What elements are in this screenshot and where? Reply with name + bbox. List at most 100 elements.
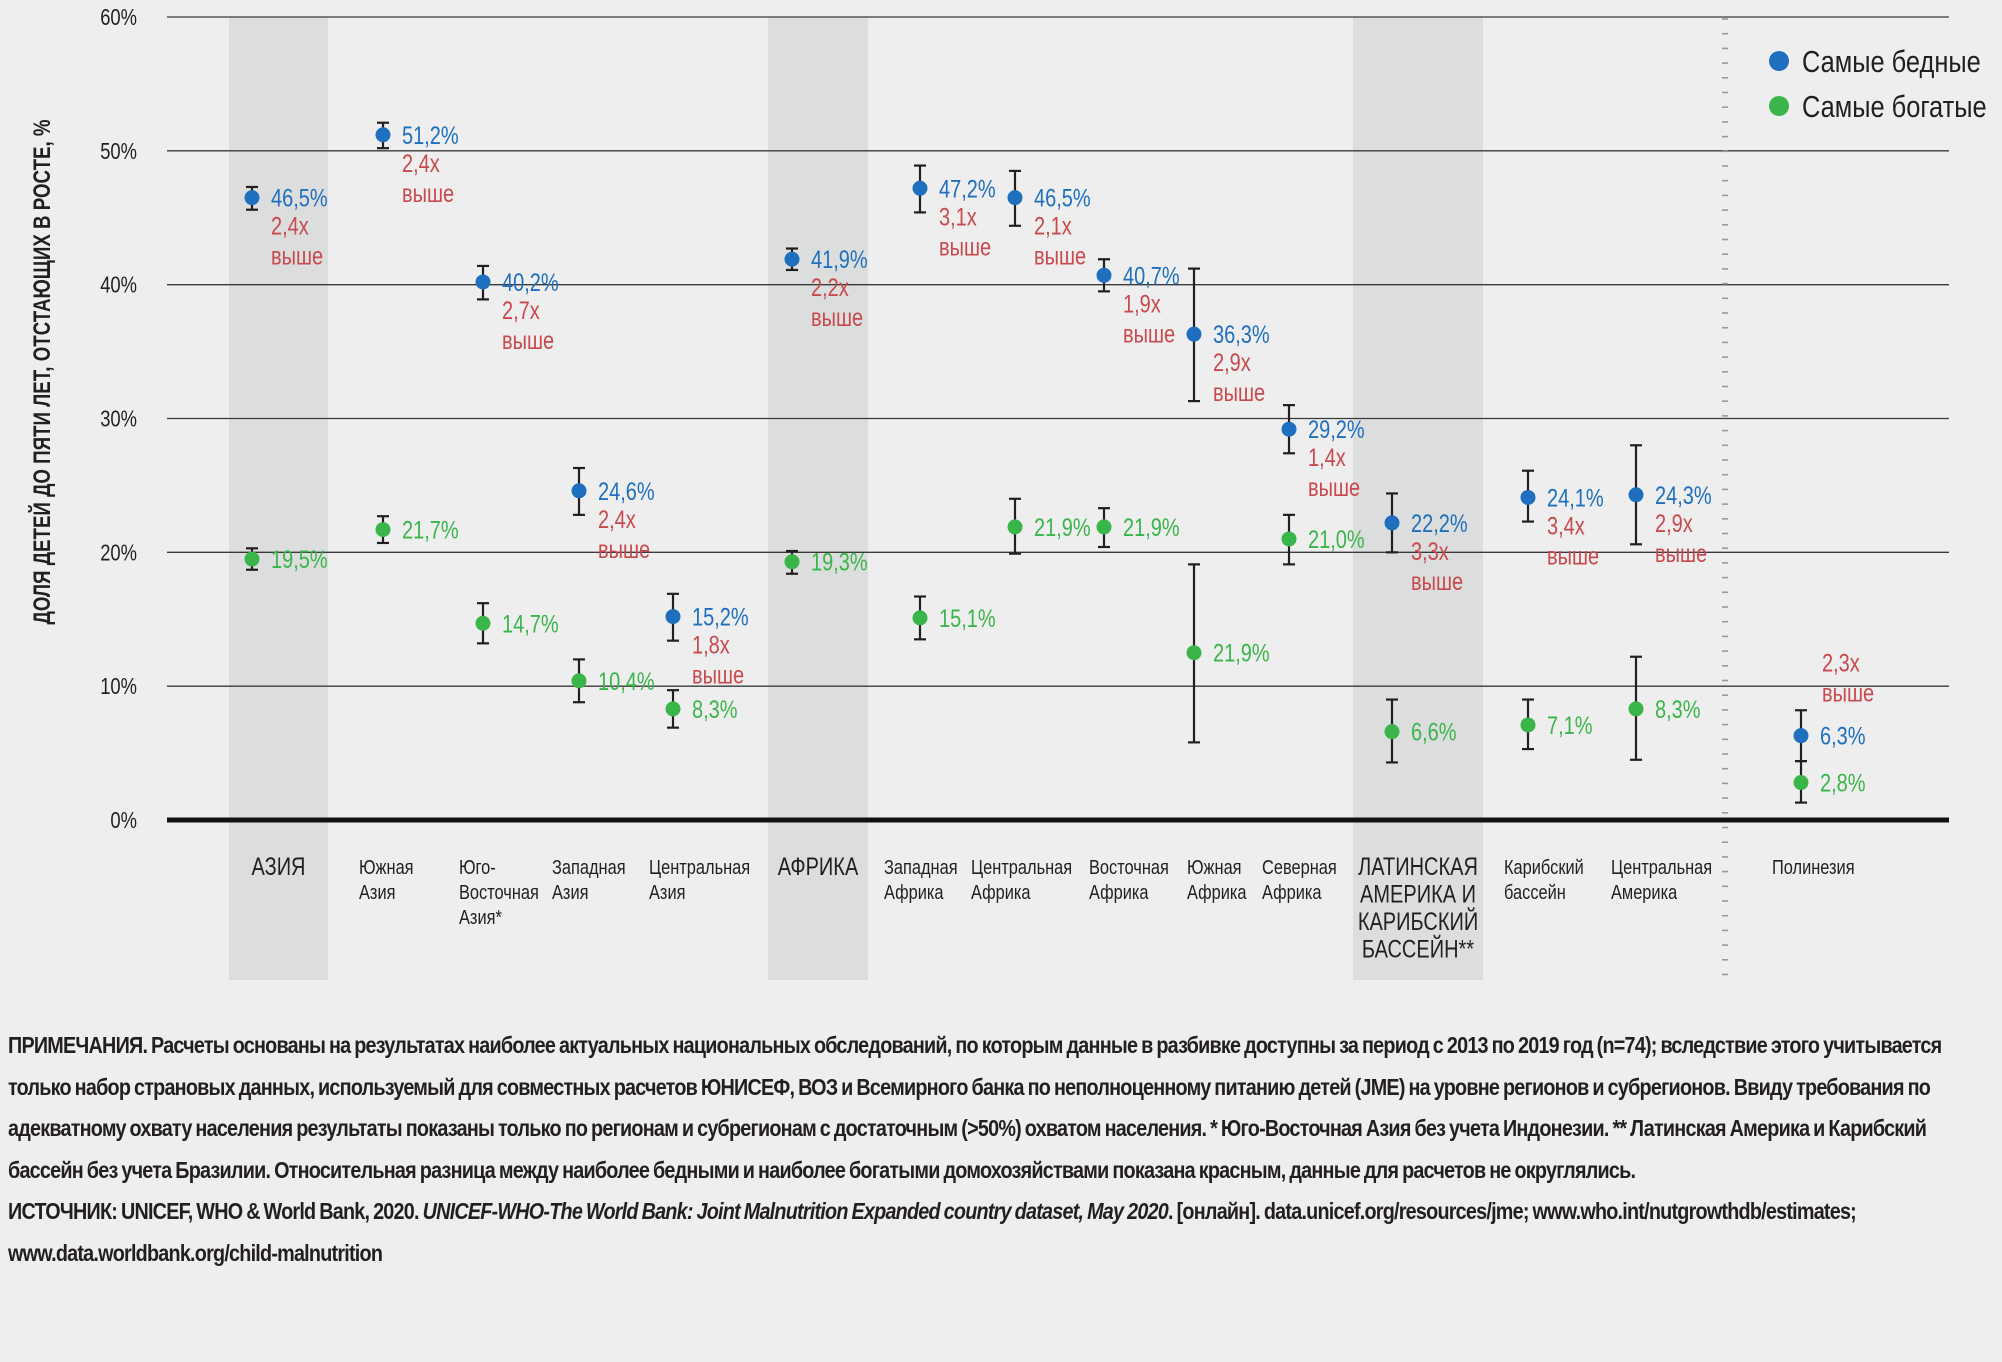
richest-point bbox=[571, 673, 587, 689]
ratio-suffix: выше bbox=[271, 243, 323, 271]
subregion-label: Восточная bbox=[459, 880, 539, 903]
subregion-label: Центральная bbox=[649, 855, 750, 878]
data-marks: 46,5%19,5%2,4xвыше51,2%21,7%2,4xвыше40,2… bbox=[244, 121, 1874, 804]
richest-value-label: 21,0% bbox=[1308, 526, 1365, 554]
ratio-suffix: выше bbox=[1547, 542, 1599, 570]
ratio-suffix: выше bbox=[598, 536, 650, 564]
ratio-suffix: выше bbox=[692, 661, 744, 689]
ratio-suffix: выше bbox=[402, 180, 454, 208]
subregion-label: Африка bbox=[884, 880, 944, 903]
richest-point bbox=[784, 554, 800, 570]
poorest-point bbox=[1096, 267, 1112, 283]
poorest-value-label: 6,3% bbox=[1820, 723, 1866, 751]
richest-point bbox=[1281, 531, 1297, 547]
richest-point bbox=[1628, 701, 1644, 717]
region-label: ЛАТИНСКАЯ bbox=[1358, 853, 1478, 881]
y-tick-label: 30% bbox=[100, 407, 137, 432]
region-label: КАРИБСКИЙ bbox=[1358, 908, 1478, 936]
subregion-label: Азия* bbox=[459, 905, 502, 928]
subregion-label: Африка bbox=[1187, 880, 1247, 903]
subregion-label: Центральная bbox=[1611, 855, 1712, 878]
poorest-point bbox=[1281, 421, 1297, 437]
ratio-label: 2,4x bbox=[271, 213, 309, 241]
y-tick-label: 60% bbox=[100, 5, 137, 30]
polynesia-separator bbox=[1722, 18, 1728, 976]
richest-value-label: 10,4% bbox=[598, 668, 655, 696]
notes: ПРИМЕЧАНИЯ. Расчеты основаны на результа… bbox=[8, 1025, 1995, 1274]
poorest-value-label: 40,2% bbox=[502, 269, 559, 297]
ratio-label: 2,1x bbox=[1034, 213, 1072, 241]
poorest-value-label: 36,3% bbox=[1213, 321, 1270, 349]
subregion-label: Центральная bbox=[971, 855, 1072, 878]
ratio-suffix: выше bbox=[502, 327, 554, 355]
richest-point bbox=[1520, 717, 1536, 733]
ratio-suffix: выше bbox=[1655, 540, 1707, 568]
richest-value-label: 8,3% bbox=[1655, 696, 1701, 724]
richest-value-label: 14,7% bbox=[502, 610, 559, 638]
poorest-point bbox=[244, 190, 260, 206]
ratio-suffix: выше bbox=[1213, 379, 1265, 407]
ratio-suffix: выше bbox=[939, 233, 991, 261]
richest-value-label: 21,7% bbox=[402, 516, 459, 544]
legend: Самые бедные Самые богатые bbox=[1769, 45, 1987, 125]
subregion-label: бассейн bbox=[1504, 880, 1566, 903]
ratio-label: 1,4x bbox=[1308, 444, 1346, 472]
richest-value-label: 19,5% bbox=[271, 546, 328, 574]
legend-richest-label: Самые богатые bbox=[1802, 90, 1987, 125]
richest-point bbox=[475, 615, 491, 631]
richest-point bbox=[375, 522, 391, 538]
chart: 0% 10% 20% 30% 40% 50% 60% ДОЛЯ ДЕТЕЙ ДО ПЯТИ … bbox=[28, 5, 1987, 980]
richest-value-label: 6,6% bbox=[1411, 719, 1457, 747]
ratio-suffix: выше bbox=[1308, 474, 1360, 502]
richest-point bbox=[1096, 519, 1112, 535]
ratio-label: 2,2x bbox=[811, 274, 849, 302]
notes-text: ПРИМЕЧАНИЯ. Расчеты основаны на результа… bbox=[8, 1032, 1942, 1183]
subregion-label: Азия bbox=[649, 880, 685, 903]
poorest-point bbox=[665, 609, 681, 625]
source-title: UNICEF-WHO-The World Bank: Joint Malnutr… bbox=[422, 1198, 1169, 1224]
ratio-label: 2,4x bbox=[402, 150, 440, 178]
ratio-label: 1,8x bbox=[692, 631, 730, 659]
ratio-suffix: выше bbox=[1411, 568, 1463, 596]
poorest-point bbox=[1007, 190, 1023, 206]
poorest-point bbox=[571, 483, 587, 499]
poorest-value-label: 29,2% bbox=[1308, 416, 1365, 444]
y-tick-label: 20% bbox=[100, 540, 137, 565]
ratio-label: 2,9x bbox=[1213, 349, 1251, 377]
poorest-value-label: 46,5% bbox=[271, 185, 328, 213]
poorest-value-label: 24,3% bbox=[1655, 482, 1712, 510]
subregion-label: Полинезия bbox=[1772, 855, 1855, 878]
ratio-label: 2,9x bbox=[1655, 510, 1693, 538]
poorest-value-label: 22,2% bbox=[1411, 510, 1468, 538]
richest-point bbox=[1007, 519, 1023, 535]
ratio-label: 3,4x bbox=[1547, 512, 1585, 540]
richest-point bbox=[665, 701, 681, 717]
subregion-label: Азия bbox=[552, 880, 588, 903]
subregion-label: Западная bbox=[552, 855, 626, 878]
region-band-5 bbox=[768, 17, 868, 980]
source-suffix: . [онлайн]. data.unicef.org/resources/jm… bbox=[8, 1198, 1857, 1266]
legend-richest-swatch bbox=[1769, 96, 1789, 116]
y-axis-ticks: 0% 10% 20% 30% 40% 50% 60% bbox=[100, 5, 137, 833]
richest-value-label: 8,3% bbox=[692, 696, 738, 724]
poorest-point bbox=[1628, 487, 1644, 503]
richest-point bbox=[1384, 724, 1400, 740]
poorest-value-label: 24,1% bbox=[1547, 484, 1604, 512]
ratio-label: 2,4x bbox=[598, 506, 636, 534]
poorest-point bbox=[1186, 326, 1202, 342]
poorest-point bbox=[375, 127, 391, 143]
richest-value-label: 7,1% bbox=[1547, 712, 1593, 740]
poorest-value-label: 46,5% bbox=[1034, 185, 1091, 213]
richest-value-label: 2,8% bbox=[1820, 769, 1866, 797]
legend-poorest-swatch bbox=[1769, 51, 1789, 71]
